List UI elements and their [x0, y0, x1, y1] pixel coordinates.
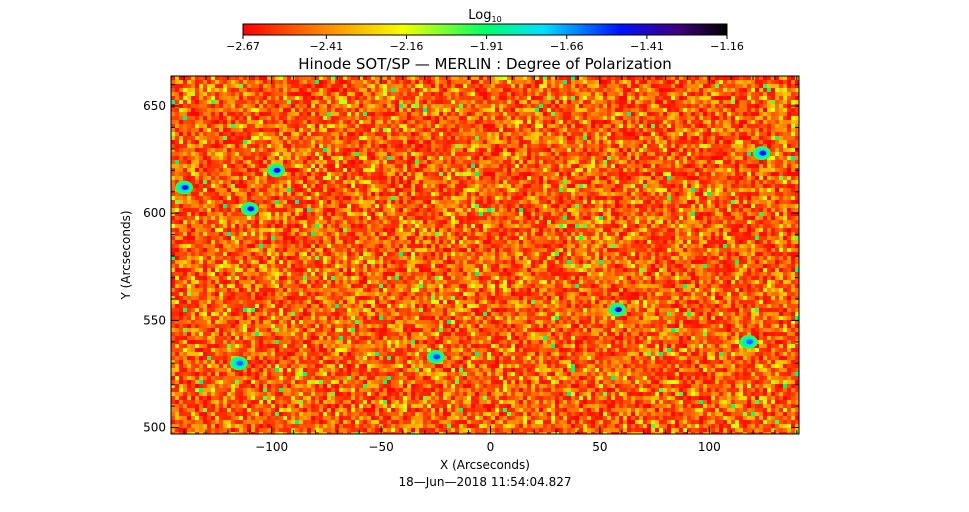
polarization-patch: [175, 180, 194, 195]
polarization-patch: [267, 163, 286, 178]
y-tick-label: 600: [143, 206, 166, 220]
x-tick-label: 50: [592, 440, 607, 454]
y-axis-label: Y (Arcseconds): [119, 210, 133, 300]
polarization-patch: [240, 201, 259, 216]
colorbar-tick-label: −1.91: [470, 40, 504, 53]
polarization-patch: [752, 146, 771, 161]
colorbar-tick-label: −2.16: [390, 40, 424, 53]
colorbar-tick-label: −1.66: [550, 40, 584, 53]
x-tick-label: −50: [368, 440, 393, 454]
x-tick-label: 0: [487, 440, 495, 454]
polarization-patch: [426, 349, 445, 364]
axis-ticks: −100 −50 0 50 100 500 550 600 650: [143, 76, 799, 454]
x-tick-label: 100: [698, 440, 721, 454]
polarization-patch: [608, 302, 627, 317]
heatmap-image: [171, 76, 799, 434]
colorbar-tick-label: −1.41: [630, 40, 664, 53]
y-tick-label: 650: [143, 99, 166, 113]
x-axis-label: X (Arcseconds): [440, 458, 530, 472]
colorbar: Log10 −2.67 −2.41 −2.16 −1.91 −1.66 −1.41 −1.1…: [226, 8, 744, 53]
colorbar-tick-label: −2.67: [226, 40, 260, 53]
colorbar-tick-label: −2.41: [309, 40, 343, 53]
polarization-patch: [229, 356, 248, 371]
colorbar-tick-label: −1.16: [710, 40, 744, 53]
colorbar-label: Log10: [468, 8, 501, 24]
y-tick-label: 550: [143, 313, 166, 327]
colorbar-strip: [242, 23, 728, 36]
y-tick-label: 500: [143, 421, 166, 435]
x-tick-label: −100: [255, 440, 288, 454]
polarization-patch: [739, 334, 758, 349]
timestamp: 18—Jun—2018 11:54:04.827: [399, 475, 572, 489]
chart-title: Hinode SOT/SP — MERLIN : Degree of Polar…: [298, 55, 672, 73]
plot-frame: [170, 75, 800, 435]
colorbar-ticks: −2.67 −2.41 −2.16 −1.91 −1.66 −1.41 −1.16: [226, 35, 744, 53]
